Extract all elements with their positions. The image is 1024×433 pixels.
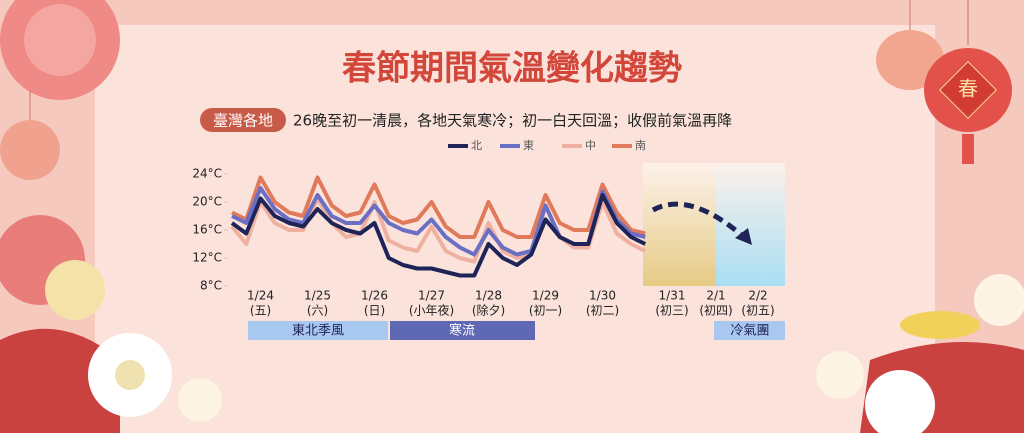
y-tick-label: 20°C: [192, 195, 222, 209]
series-line: [230, 193, 647, 278]
forecast-sub: (初五): [741, 304, 774, 318]
subtitle: 26晚至初一清晨，各地天氣寒冷；初一白天回溫；收假前氣溫再降: [293, 112, 732, 130]
x-tick-label: 1/29: [532, 289, 559, 303]
forecast-box-warm: [643, 163, 716, 286]
annotation: 東北季風: [292, 323, 344, 339]
x-tick-label: 1/25: [304, 289, 331, 303]
x-tick-label: 1/28: [475, 289, 502, 303]
lantern-text: 春: [958, 77, 978, 101]
x-tick-sublabel: (六): [307, 304, 328, 318]
x-tick-label: 1/24: [247, 289, 274, 303]
x-tick-sublabel: (初一): [529, 304, 562, 318]
trend-arrow-head: [735, 228, 752, 245]
annotation-bar: [714, 321, 785, 340]
title: 春節期間氣溫變化趨勢: [342, 49, 682, 89]
tag: 臺灣各地: [213, 112, 273, 130]
annotation-bar: [390, 321, 535, 340]
annotation: 冷氣團: [730, 324, 769, 339]
y-tick-label: 16°C: [192, 223, 222, 237]
y-tick-label: 12°C: [192, 251, 222, 265]
tag-bg: [200, 108, 286, 132]
decor-left: [0, 0, 222, 433]
forecast-date: 1/31: [659, 289, 686, 303]
forecast-sub: (初三): [655, 304, 688, 318]
decor-right: 春: [816, 0, 1024, 433]
x-tick-sublabel: (日): [364, 304, 385, 318]
series-line: [231, 175, 646, 239]
y-tick-label: 8°C: [200, 279, 222, 293]
annotation: 寒流: [449, 323, 475, 339]
legend-label: 中: [585, 139, 596, 152]
x-tick-label: 1/30: [589, 289, 616, 303]
trend-arrow: [651, 201, 747, 240]
forecast-date: 2/1: [706, 289, 725, 303]
x-tick-sublabel: (五): [250, 304, 271, 318]
legend-label: 南: [635, 139, 646, 152]
annotation-bar: [248, 321, 388, 340]
forecast-date: 2/2: [748, 289, 767, 303]
series-line: [230, 196, 647, 264]
y-tick-label: 24°C: [192, 167, 222, 181]
x-tick-label: 1/26: [361, 289, 388, 303]
x-tick-sublabel: (除夕): [472, 303, 505, 318]
x-tick-label: 1/27: [418, 289, 445, 303]
x-tick-sublabel: (小年夜): [409, 303, 454, 318]
forecast-sub: (初四): [699, 304, 732, 318]
legend-label: 東: [523, 139, 534, 152]
x-tick-sublabel: (初二): [586, 304, 619, 318]
forecast-box-cold: [716, 163, 785, 286]
legend-label: 北: [471, 139, 482, 152]
